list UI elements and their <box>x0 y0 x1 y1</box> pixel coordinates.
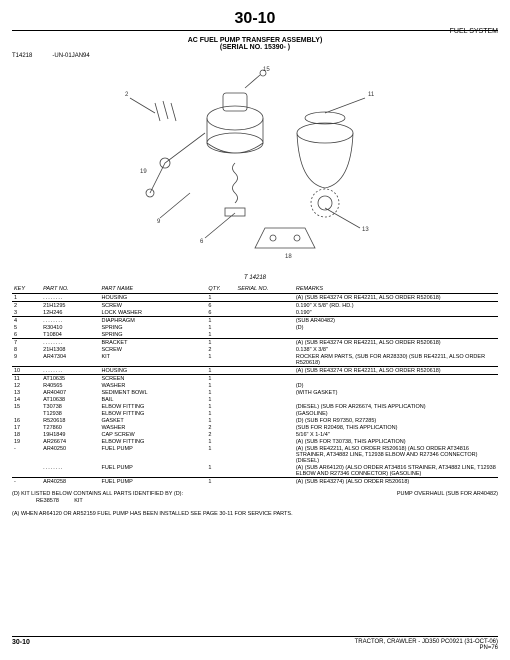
table-row: 10........HOUSING1(A) (SUB RE43274 OR RE… <box>12 367 498 375</box>
table-row: 13AR40407SEDIMENT BOWL1(WITH GASKET) <box>12 389 498 396</box>
diagram-date: -UN-01JAN94 <box>52 53 89 59</box>
col-partno: PART NO. <box>41 285 99 294</box>
note-d-text: (D) KIT LISTED BELOW CONTAINS ALL PARTS … <box>12 491 183 497</box>
assembly-title-2: (SERIAL NO. 15390- ) <box>12 44 498 51</box>
svg-text:2: 2 <box>125 92 129 98</box>
table-row: 9AR47304KIT1ROCKER ARM PARTS, (SUB FOR A… <box>12 353 498 367</box>
assembly-title-1: AC FUEL PUMP TRANSFER ASSEMBLY) <box>12 37 498 44</box>
table-row: ........FUEL PUMP1(A) (SUB AR64120) (ALS… <box>12 464 498 478</box>
table-row: 1819H1849CAP SCREW25/16" X 1-1/4" <box>12 431 498 438</box>
table-row: T12938ELBOW FITTING1(GASOLINE) <box>12 410 498 417</box>
page-footer: 30-10 TRACTOR, CRAWLER - JD350 PC0921 (3… <box>12 636 498 652</box>
col-remarks: REMARKS <box>294 285 498 294</box>
table-row: 15T30738ELBOW FITTING1(DIESEL) (SUB FOR … <box>12 403 498 410</box>
table-row: 821H1308SCREW20.138" X 3/8" <box>12 346 498 353</box>
table-row: -AR40258FUEL PUMP1(A) (SUB RE43274) (ALS… <box>12 478 498 485</box>
svg-text:15: 15 <box>263 67 270 73</box>
svg-text:13: 13 <box>362 227 369 233</box>
table-row: 7........BRACKET1(A) (SUB RE43274 OR RE4… <box>12 339 498 346</box>
table-row: 12R40565WASHER1(D) <box>12 382 498 389</box>
table-row: 1........HOUSING1(A) (SUB RE43274 OR RE4… <box>12 294 498 302</box>
table-header-row: KEY PART NO. PART NAME QTY. SERIAL NO. R… <box>12 285 498 294</box>
note-d-partno: RE38578 <box>36 498 59 504</box>
table-row: 6T10804SPRING1 <box>12 331 498 339</box>
col-key: KEY <box>12 285 41 294</box>
footer-pn: PN=76 <box>479 645 498 651</box>
table-row: 5R30410SPRING1(D) <box>12 324 498 331</box>
table-row: 16R520618GASKET1(D) (SUB FOR R97350, R27… <box>12 417 498 424</box>
top-rule <box>12 30 498 31</box>
diagram-caption: T 14218 <box>12 275 498 281</box>
col-qty: QTY. <box>206 285 235 294</box>
table-row: 11AT10635SCREEN1 <box>12 375 498 382</box>
note-d-name: KIT <box>74 498 83 504</box>
page-number: 30-10 <box>12 10 498 28</box>
table-row: 312H246LOCK WASHER60.190" <box>12 309 498 317</box>
svg-text:18: 18 <box>285 254 292 260</box>
parts-table: KEY PART NO. PART NAME QTY. SERIAL NO. R… <box>12 285 498 485</box>
table-row: 221H1295SCREW60.190" X 5/8" (RD. HD.) <box>12 302 498 309</box>
table-row: 14AT10638BAIL1 <box>12 396 498 403</box>
footnotes: (D) KIT LISTED BELOW CONTAINS ALL PARTS … <box>12 491 498 518</box>
svg-text:6: 6 <box>200 239 204 245</box>
table-row: 17T27860WASHER2(SUB FOR R20498, THIS APP… <box>12 424 498 431</box>
footer-page: 30-10 <box>12 639 30 652</box>
svg-text:9: 9 <box>157 219 161 225</box>
col-partname: PART NAME <box>99 285 206 294</box>
section-header: FUEL SYSTEM <box>450 28 498 35</box>
table-row: 4........DIAPHRAGM1(SUB AR40482) <box>12 317 498 324</box>
col-serial: SERIAL NO. <box>236 285 294 294</box>
table-row: -AR40250FUEL PUMP1(A) (SUB RE42211, ALSO… <box>12 445 498 464</box>
note-a: (A) WHEN AR64120 OR AR52159 FUEL PUMP HA… <box>12 511 498 518</box>
note-d-right: PUMP OVERHAUL (SUB FOR AR40482) <box>397 491 498 505</box>
table-row: 19AR26674ELBOW FITTING1(A) (SUB FOR T307… <box>12 438 498 445</box>
footer-doc: TRACTOR, CRAWLER - JD350 PC0921 (31-OCT-… <box>355 639 498 645</box>
diagram-ref: T14218 <box>12 53 32 59</box>
svg-text:19: 19 <box>140 169 147 175</box>
svg-text:11: 11 <box>368 92 375 98</box>
exploded-diagram: 2 15 11 13 9 6 19 18 <box>95 63 415 273</box>
